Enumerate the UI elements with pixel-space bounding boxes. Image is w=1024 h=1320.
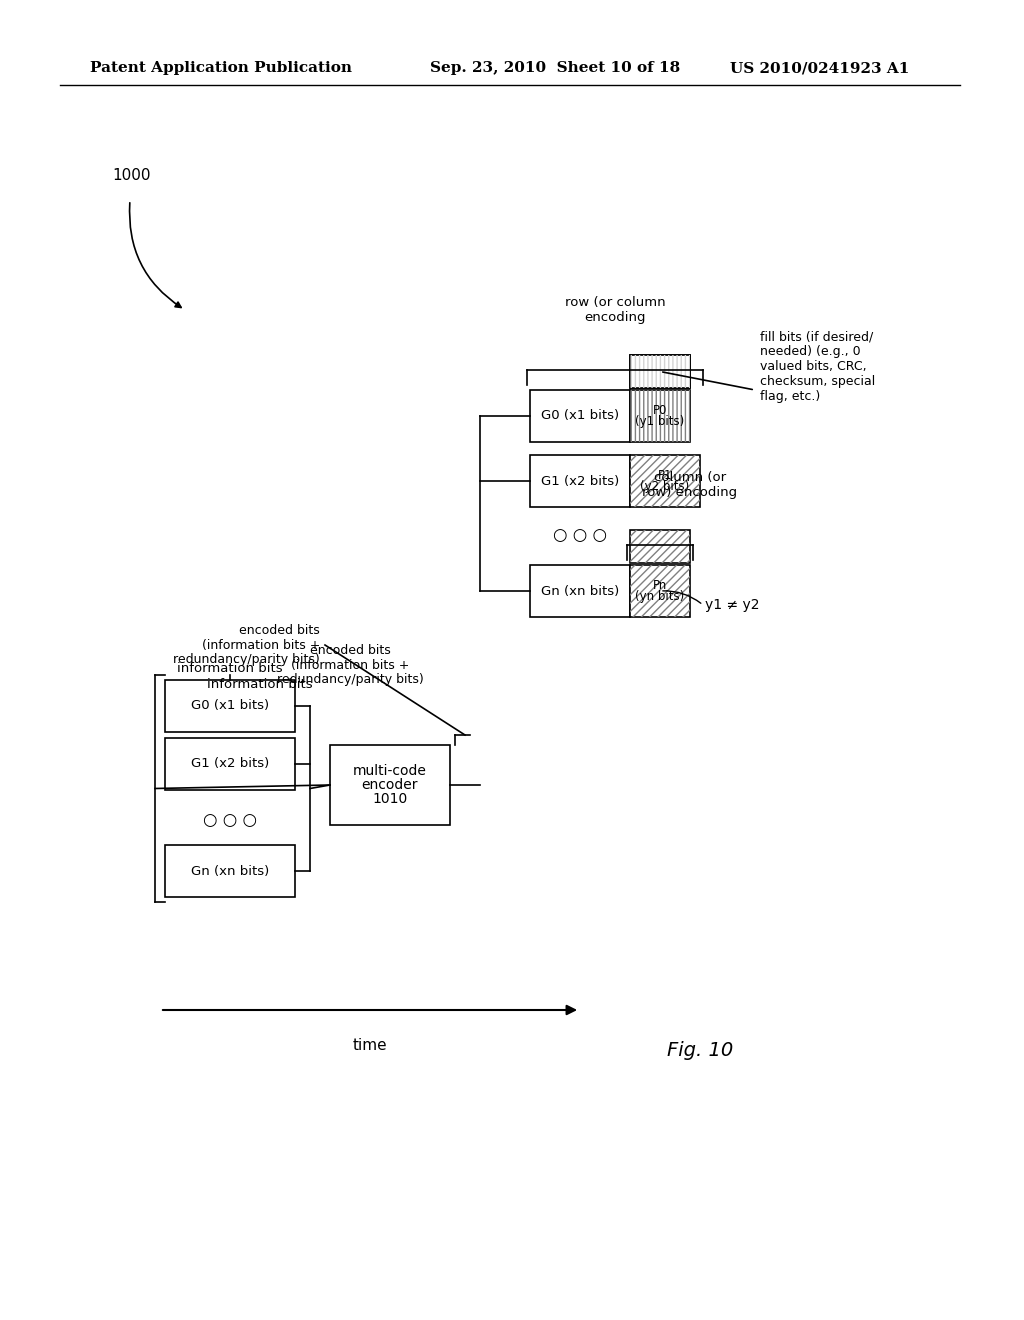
Text: P0: P0	[653, 404, 668, 417]
FancyBboxPatch shape	[530, 455, 630, 507]
Text: y1 ≠ y2: y1 ≠ y2	[705, 598, 760, 612]
FancyBboxPatch shape	[630, 355, 690, 388]
Text: ○ ○ ○: ○ ○ ○	[203, 810, 257, 829]
Text: G0 (x1 bits): G0 (x1 bits)	[541, 409, 620, 422]
Text: information bits: information bits	[207, 678, 312, 692]
FancyBboxPatch shape	[530, 389, 630, 442]
Text: Pn: Pn	[653, 578, 667, 591]
Text: G1 (x2 bits): G1 (x2 bits)	[541, 474, 620, 487]
Text: 1010: 1010	[373, 792, 408, 807]
FancyBboxPatch shape	[630, 389, 690, 442]
Text: encoded bits
(information bits +
redundancy/parity bits): encoded bits (information bits + redunda…	[276, 644, 423, 686]
FancyBboxPatch shape	[630, 531, 690, 564]
Text: multi-code: multi-code	[353, 764, 427, 777]
FancyBboxPatch shape	[530, 565, 630, 616]
Text: 1000: 1000	[112, 168, 151, 182]
Text: fill bits (if desired/
needed) (e.g., 0
valued bits, CRC,
checksum, special
flag: fill bits (if desired/ needed) (e.g., 0 …	[760, 330, 876, 403]
Text: US 2010/0241923 A1: US 2010/0241923 A1	[730, 61, 909, 75]
Text: encoder: encoder	[361, 777, 418, 792]
Text: row (or column
encoding: row (or column encoding	[564, 296, 666, 323]
Text: G1 (x2 bits): G1 (x2 bits)	[190, 758, 269, 771]
Text: Gn (xn bits): Gn (xn bits)	[541, 585, 620, 598]
Text: P1: P1	[657, 469, 672, 482]
Text: Gn (xn bits): Gn (xn bits)	[190, 865, 269, 878]
FancyBboxPatch shape	[330, 744, 450, 825]
Text: Sep. 23, 2010  Sheet 10 of 18: Sep. 23, 2010 Sheet 10 of 18	[430, 61, 680, 75]
Text: information bits: information bits	[177, 663, 283, 675]
Text: (y1 bits): (y1 bits)	[635, 416, 685, 429]
Text: (y2 bits): (y2 bits)	[640, 480, 689, 494]
Text: time: time	[352, 1038, 387, 1053]
Text: encoded bits
(information bits +
redundancy/parity bits): encoded bits (information bits + redunda…	[173, 623, 319, 667]
Text: (yn bits): (yn bits)	[635, 590, 685, 603]
FancyBboxPatch shape	[630, 455, 700, 507]
Text: G0 (x1 bits): G0 (x1 bits)	[190, 700, 269, 713]
Text: Fig. 10: Fig. 10	[667, 1040, 733, 1060]
FancyBboxPatch shape	[165, 680, 295, 733]
FancyBboxPatch shape	[630, 565, 690, 616]
FancyBboxPatch shape	[630, 355, 690, 388]
Text: Patent Application Publication: Patent Application Publication	[90, 61, 352, 75]
FancyBboxPatch shape	[165, 845, 295, 898]
Text: column (or
row) encoding: column (or row) encoding	[642, 471, 737, 499]
FancyBboxPatch shape	[165, 738, 295, 789]
Text: ○ ○ ○: ○ ○ ○	[553, 525, 607, 544]
